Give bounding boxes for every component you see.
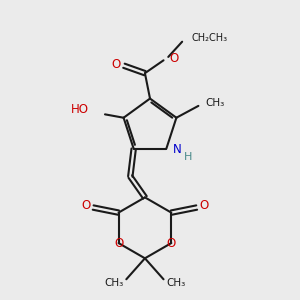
- Text: HO: HO: [71, 103, 89, 116]
- Text: CH₃: CH₃: [206, 98, 225, 108]
- Text: H: H: [184, 152, 192, 162]
- Text: O: O: [112, 58, 121, 71]
- Text: O: O: [169, 52, 179, 65]
- Text: O: O: [167, 237, 176, 250]
- Text: CH₃: CH₃: [166, 278, 185, 288]
- Text: CH₂CH₃: CH₂CH₃: [192, 33, 228, 43]
- Text: CH₃: CH₃: [104, 278, 124, 288]
- Text: O: O: [200, 199, 209, 212]
- Text: N: N: [172, 143, 181, 156]
- Text: O: O: [114, 237, 123, 250]
- Text: O: O: [81, 199, 90, 212]
